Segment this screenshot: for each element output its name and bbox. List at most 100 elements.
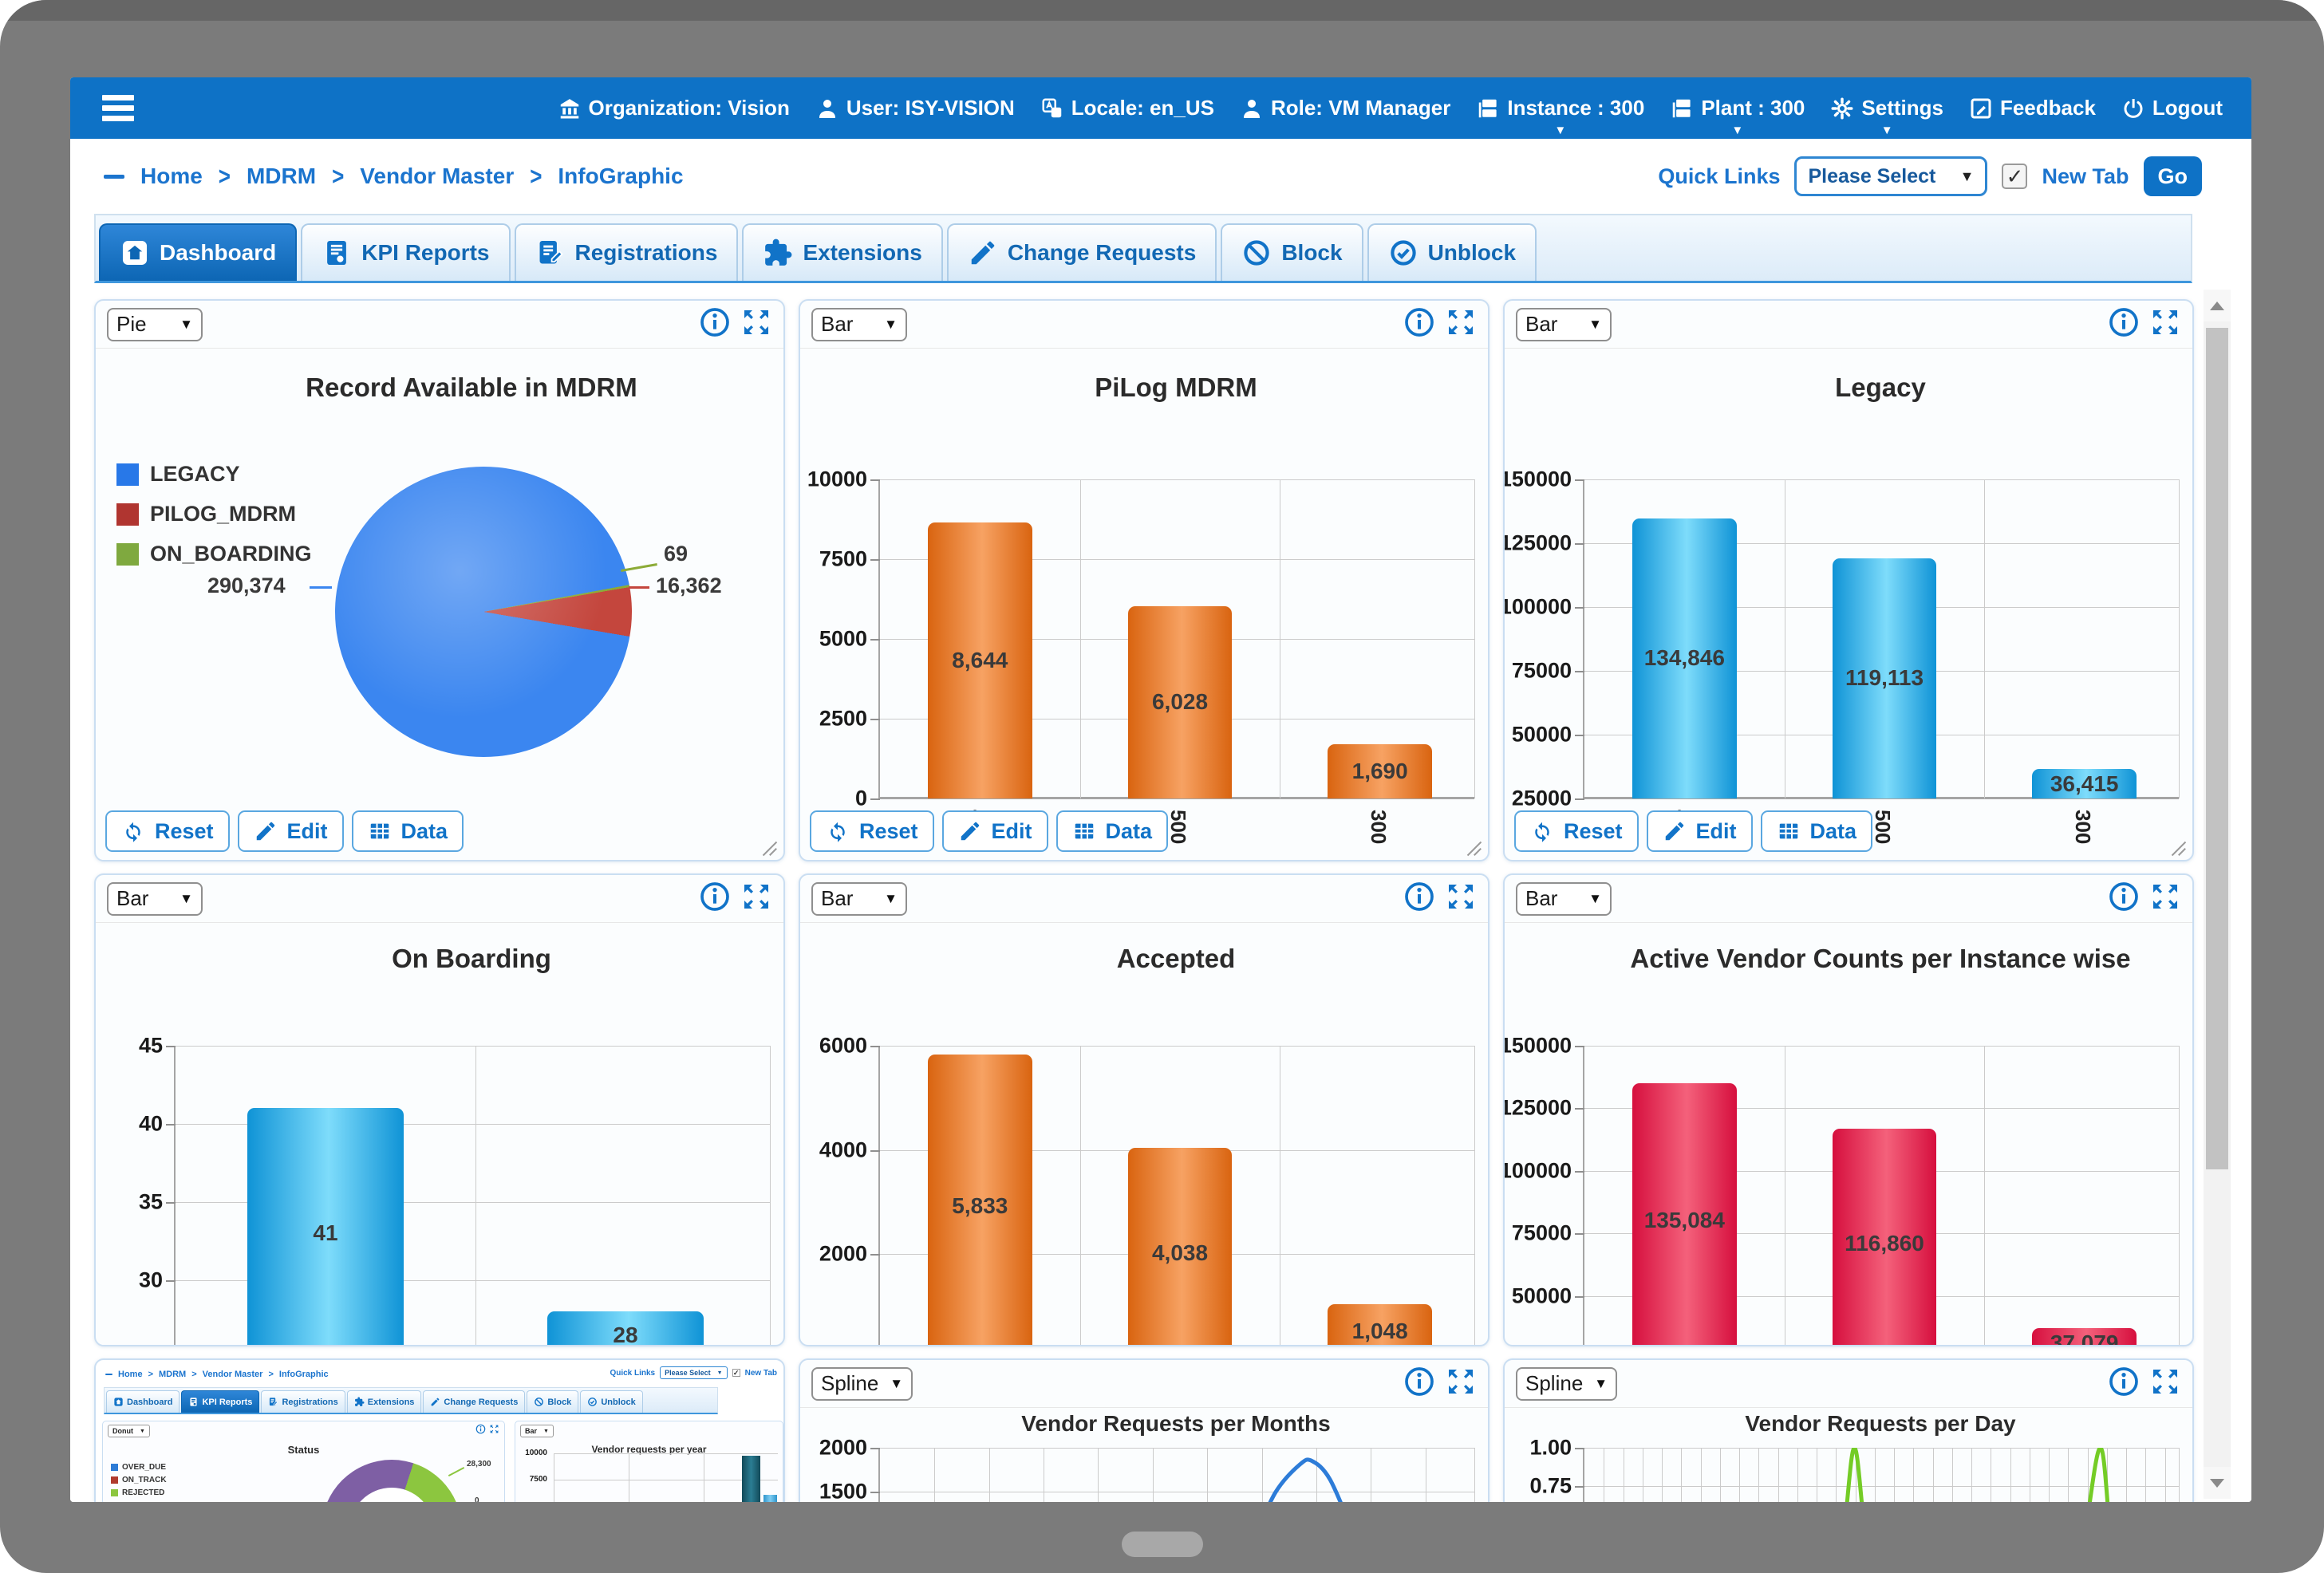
- hamburger-menu-icon[interactable]: [102, 95, 134, 121]
- collapse-minus-icon[interactable]: [104, 174, 124, 179]
- vertical-scrollbar[interactable]: [2204, 290, 2231, 1499]
- breadcrumb-item-vendor-master[interactable]: Vendor Master: [360, 164, 515, 188]
- bar-500[interactable]: [1832, 1128, 1937, 1345]
- go-button[interactable]: Go: [2143, 156, 2202, 196]
- tab-kpi-reports[interactable]: KPI Reports: [301, 223, 511, 281]
- edit-button[interactable]: Edit: [1646, 810, 1753, 852]
- chart-type-select[interactable]: Bar ▼: [107, 881, 203, 916]
- topbar-item-settings[interactable]: Settings ▼: [1830, 96, 1943, 136]
- tab-unblock[interactable]: Unblock: [1367, 223, 1537, 281]
- chart-type-select[interactable]: Bar ▼: [1516, 881, 1612, 916]
- resize-handle-icon[interactable]: [1466, 838, 1484, 856]
- chart-type-select[interactable]: Spline ▼: [811, 1366, 913, 1401]
- topbar-item-instance[interactable]: Instance : 300 ▼: [1476, 96, 1644, 136]
- bar-400[interactable]: [247, 1108, 404, 1345]
- chart-type-select[interactable]: Bar ▼: [1516, 307, 1612, 341]
- edit-button[interactable]: Edit: [237, 810, 344, 852]
- topbar-item-organization[interactable]: Organization: Vision: [558, 96, 790, 120]
- data-button[interactable]: Data: [1055, 810, 1169, 852]
- expand-icon[interactable]: [2149, 306, 2181, 342]
- scroll-down-arrow-icon[interactable]: [2204, 1467, 2231, 1499]
- expand-icon[interactable]: [1445, 306, 1477, 342]
- bar-500[interactable]: [1832, 558, 1937, 798]
- info-icon: [475, 1424, 486, 1434]
- bar-300[interactable]: [1328, 744, 1432, 798]
- tab-dashboard[interactable]: Dashboard: [99, 223, 298, 281]
- resize-handle-icon[interactable]: [2171, 838, 2188, 856]
- info-icon[interactable]: [1403, 881, 1435, 917]
- chart-type-select[interactable]: Bar ▼: [811, 881, 907, 916]
- expand-icon: [490, 1425, 499, 1433]
- bar-300[interactable]: [2032, 769, 2137, 798]
- bar-400[interactable]: [1632, 518, 1737, 798]
- mini-tab-registrations[interactable]: Registrations: [261, 1390, 345, 1413]
- mini-chart-type-select[interactable]: Donut ▼: [108, 1425, 150, 1437]
- bar-400[interactable]: [1632, 1082, 1737, 1345]
- tab-extensions[interactable]: Extensions: [742, 223, 943, 281]
- tab-registrations[interactable]: Registrations: [514, 223, 739, 281]
- expand-icon[interactable]: [1445, 881, 1477, 917]
- topbar-item-locale[interactable]: Locale: en_US: [1040, 96, 1214, 120]
- breadcrumb-item-mdrm[interactable]: MDRM: [246, 164, 317, 188]
- home-button[interactable]: [1121, 1532, 1203, 1557]
- info-icon[interactable]: [699, 881, 731, 917]
- tab-change-requests[interactable]: Change Requests: [946, 223, 1217, 281]
- breadcrumb-item-infographic[interactable]: InfoGraphic: [558, 164, 684, 188]
- resize-handle-icon[interactable]: [762, 838, 779, 856]
- bar-500[interactable]: [1127, 605, 1233, 798]
- mini-tab-block[interactable]: Block: [527, 1390, 579, 1413]
- expand-icon[interactable]: [740, 306, 772, 342]
- mini-tab-dashboard[interactable]: Dashboard: [106, 1390, 180, 1413]
- info-icon[interactable]: [1403, 306, 1435, 342]
- mini-bar-blue[interactable]: [763, 1495, 777, 1502]
- legend-item-on_boarding[interactable]: ON_BOARDING: [116, 542, 312, 566]
- mini-bar-teal[interactable]: [742, 1456, 760, 1502]
- reset-button[interactable]: Reset: [810, 810, 934, 852]
- topbar-item-plant[interactable]: Plant : 300 ▼: [1670, 96, 1805, 136]
- pie-chart[interactable]: [335, 467, 632, 757]
- mini-chart-type-select[interactable]: Bar ▼: [520, 1425, 554, 1437]
- edit-button[interactable]: Edit: [941, 810, 1048, 852]
- expand-icon[interactable]: [740, 881, 772, 917]
- data-button[interactable]: Data: [1760, 810, 1873, 852]
- expand-icon[interactable]: [2149, 881, 2181, 917]
- breadcrumb-item-home[interactable]: Home: [140, 164, 203, 188]
- bar-300[interactable]: [2032, 1328, 2137, 1345]
- bar-400[interactable]: [928, 1054, 1032, 1345]
- bar-500[interactable]: [1127, 1148, 1233, 1345]
- legend-item-legacy[interactable]: LEGACY: [116, 462, 312, 487]
- topbar-item-logout[interactable]: Logout: [2121, 96, 2223, 120]
- expand-icon[interactable]: [1445, 1366, 1477, 1402]
- info-icon[interactable]: [2108, 306, 2140, 342]
- chart-type-select[interactable]: Spline ▼: [1516, 1366, 1618, 1401]
- info-icon[interactable]: [699, 306, 731, 342]
- bar-400[interactable]: [928, 522, 1032, 798]
- mini-tab-extensions[interactable]: Extensions: [346, 1390, 422, 1413]
- panel-body: Accepted02000400060005,8334004,0385001,0…: [800, 944, 1488, 1345]
- mini-tab-unblock[interactable]: Unblock: [580, 1390, 643, 1413]
- bar-300[interactable]: [547, 1311, 704, 1345]
- info-icon[interactable]: [1403, 1366, 1435, 1402]
- expand-icon[interactable]: [489, 1424, 499, 1438]
- info-icon[interactable]: [2108, 1366, 2140, 1402]
- reset-button[interactable]: Reset: [1514, 810, 1639, 852]
- chart-type-select[interactable]: Bar ▼: [811, 307, 907, 341]
- scroll-up-arrow-icon[interactable]: [2204, 290, 2231, 321]
- topbar-item-feedback[interactable]: Feedback: [1969, 96, 2096, 120]
- info-icon[interactable]: [475, 1424, 486, 1438]
- info-icon[interactable]: [2108, 881, 2140, 917]
- topbar-item-user[interactable]: User: ISY-VISION: [815, 96, 1015, 120]
- bar-300[interactable]: [1328, 1303, 1432, 1345]
- scrollbar-thumb[interactable]: [2206, 328, 2228, 1169]
- new-tab-checkbox[interactable]: ✓: [2002, 164, 2028, 189]
- reset-button[interactable]: Reset: [105, 810, 230, 852]
- expand-icon[interactable]: [2149, 1366, 2181, 1402]
- mini-tab-kpi-reports[interactable]: KPI Reports: [181, 1390, 260, 1413]
- quick-links-select[interactable]: Please Select ▼: [1794, 156, 1988, 196]
- topbar-item-role[interactable]: Role: VM Manager: [1240, 96, 1450, 120]
- mini-tab-change-requests[interactable]: Change Requests: [423, 1390, 526, 1413]
- data-button[interactable]: Data: [351, 810, 464, 852]
- legend-item-pilog_mdrm[interactable]: PILOG_MDRM: [116, 502, 312, 526]
- chart-type-select[interactable]: Pie ▼: [107, 307, 203, 341]
- tab-block[interactable]: Block: [1221, 223, 1363, 281]
